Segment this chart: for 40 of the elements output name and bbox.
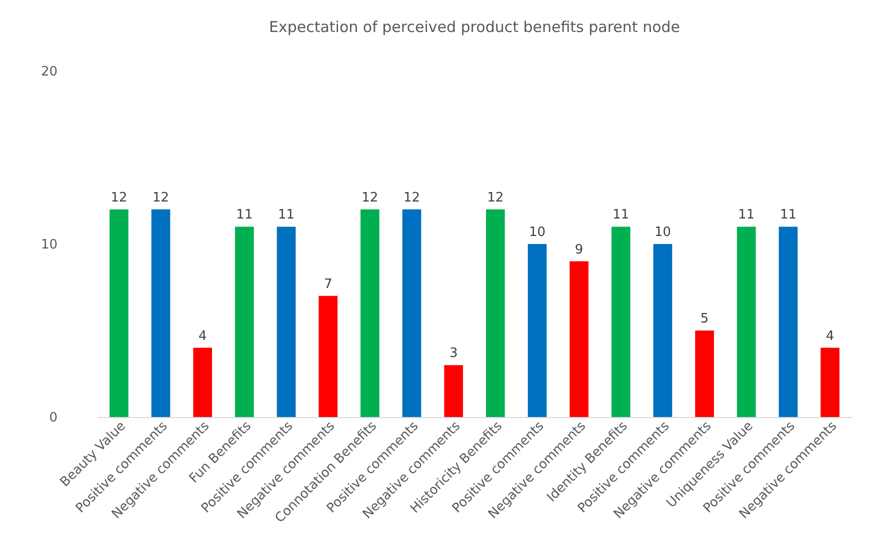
bar — [570, 261, 588, 417]
bar — [820, 348, 840, 417]
y-tick-label: 0 — [49, 410, 58, 426]
data-label: 12 — [110, 190, 128, 206]
data-label: 4 — [198, 328, 207, 344]
bar — [235, 226, 254, 417]
bar — [360, 209, 380, 417]
bar — [695, 330, 714, 417]
data-label: 11 — [278, 208, 295, 223]
data-label: 11 — [612, 208, 630, 223]
data-label: 11 — [738, 208, 755, 223]
y-tick-label: 20 — [40, 64, 58, 80]
bar — [276, 226, 296, 417]
data-label: 11 — [780, 208, 796, 223]
bar — [528, 244, 547, 417]
data-label: 9 — [574, 242, 584, 258]
bar — [486, 209, 505, 417]
data-label: 12 — [362, 190, 378, 206]
bar — [151, 209, 170, 417]
bar — [193, 348, 212, 417]
data-label: 12 — [487, 190, 504, 206]
bar — [653, 244, 672, 417]
chart-title: Expectation of perceived product benefits parent node — [268, 18, 680, 36]
bar — [318, 296, 338, 417]
y-tick-label: 10 — [40, 238, 58, 252]
data-label: 10 — [528, 225, 546, 240]
data-label: 3 — [449, 346, 458, 362]
data-label: 12 — [152, 190, 170, 206]
bar — [736, 226, 756, 417]
bar — [778, 226, 798, 417]
bar — [444, 365, 463, 417]
data-label: 11 — [236, 208, 253, 223]
data-label: 10 — [654, 225, 671, 240]
bar — [402, 209, 422, 417]
bar — [611, 226, 630, 417]
bar — [110, 209, 128, 417]
data-label: 7 — [324, 276, 332, 292]
data-label: 5 — [700, 312, 709, 326]
data-label: 4 — [826, 328, 834, 344]
data-label: 12 — [403, 190, 420, 206]
